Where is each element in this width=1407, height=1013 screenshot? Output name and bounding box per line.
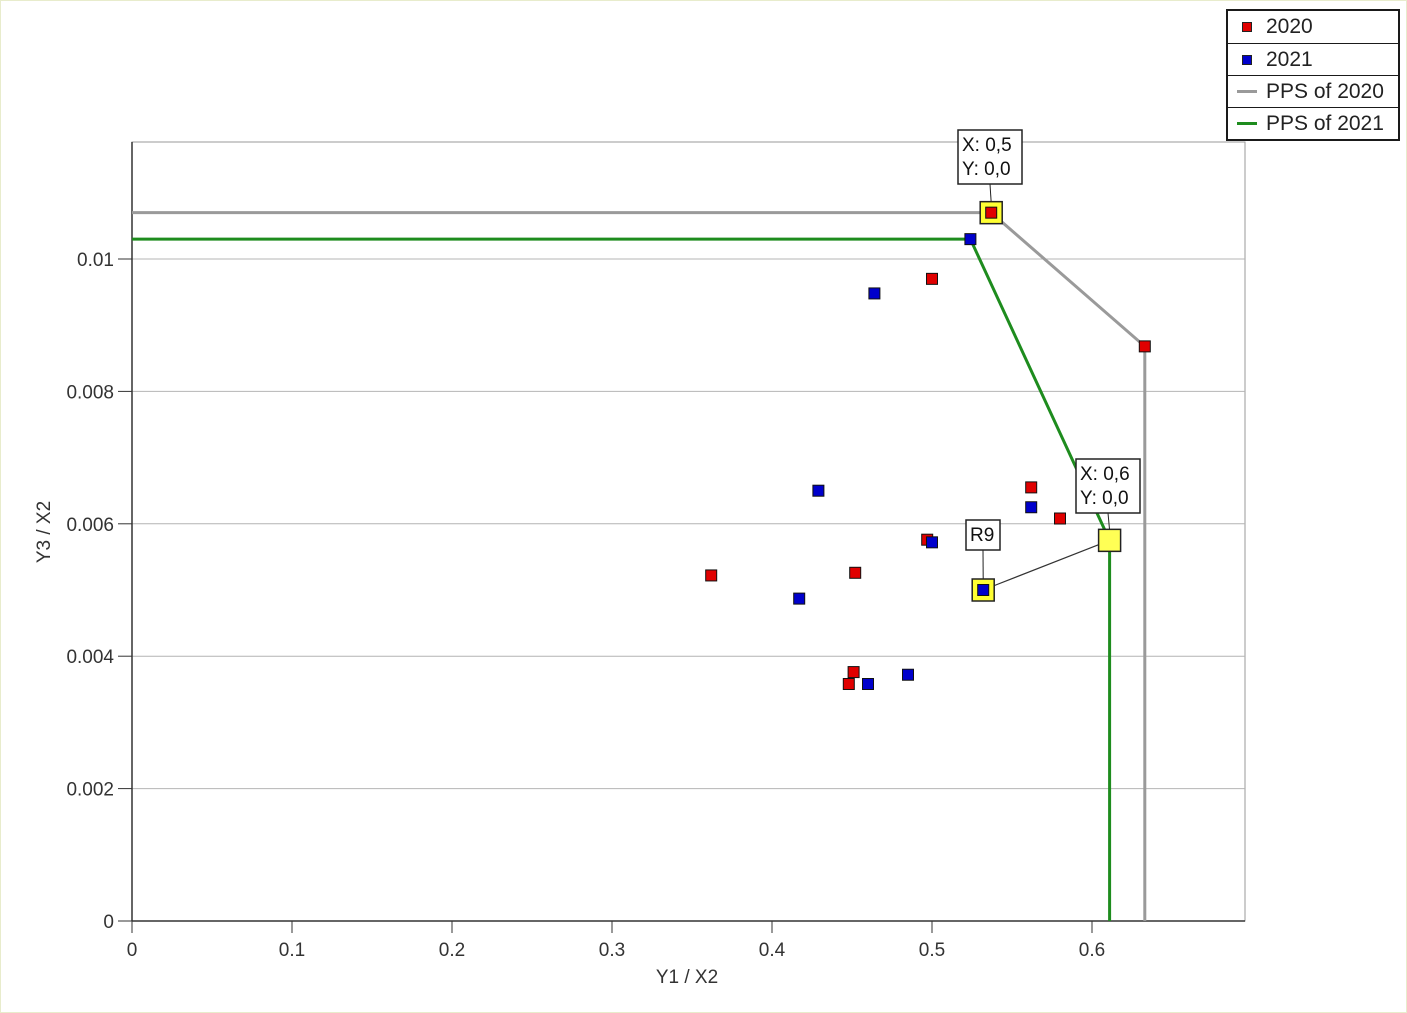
callout-x05-connector: [989, 183, 992, 203]
point-2020[interactable]: [1025, 481, 1038, 494]
y-tick-label: 0.006: [66, 515, 114, 536]
point-2021[interactable]: [964, 233, 977, 246]
callout-x05-box: [957, 129, 1023, 185]
y-tick-label: 0.002: [66, 780, 114, 801]
legend-item-2020[interactable]: 2020: [1228, 11, 1398, 43]
x-axis-title: Y1 / X2: [656, 967, 718, 988]
point-2021[interactable]: [812, 484, 825, 497]
point-2021[interactable]: [793, 592, 806, 605]
x-tick-label: 0.6: [1079, 940, 1105, 961]
y-tick-label: 0.004: [66, 647, 114, 668]
point-2021[interactable]: [868, 287, 881, 300]
y-tick-label: 0: [103, 912, 114, 933]
callout-r9-box: [965, 519, 1001, 551]
x-tick-label: 0.5: [919, 940, 945, 961]
callout-x06-text: X: 0,6: [1080, 464, 1130, 485]
point-2020[interactable]: [847, 666, 860, 679]
projection-point[interactable]: [1097, 528, 1122, 553]
legend-swatch-pps-2020: [1228, 90, 1266, 93]
callout-r9-text: R9: [970, 525, 994, 546]
legend-swatch-2021: [1228, 54, 1266, 65]
point-2021[interactable]: [926, 536, 938, 549]
point-2020[interactable]: [926, 272, 938, 285]
callout-x06-connector: [1107, 512, 1111, 531]
legend-swatch-pps-2021: [1228, 122, 1266, 125]
point-2021[interactable]: [902, 668, 914, 681]
y-axis-title: Y3 / X2: [34, 501, 55, 563]
callout-x05-text: Y: 0,0: [962, 159, 1011, 180]
x-tick-label: 0.1: [279, 940, 305, 961]
legend-swatch-2020: [1228, 22, 1266, 32]
y-tick-label: 0.01: [77, 250, 114, 271]
point-2021[interactable]: [1025, 501, 1038, 514]
legend-item-pps-2021[interactable]: PPS of 2021: [1228, 107, 1398, 139]
point-2020[interactable]: [1054, 512, 1066, 525]
pps-line-pps-of-2021[interactable]: [132, 237, 1112, 921]
x-tick-label: 0: [127, 940, 138, 961]
pps-line-pps-of-2020[interactable]: [132, 211, 1147, 921]
point-2021[interactable]: [862, 678, 874, 691]
point-2020[interactable]: [842, 678, 855, 691]
callout-x06-box: [1075, 458, 1141, 514]
point-2020[interactable]: [849, 566, 862, 579]
point-2020[interactable]: [1138, 340, 1151, 353]
point-2020[interactable]: [705, 569, 718, 582]
legend-label-2020: 2020: [1266, 15, 1313, 38]
legend-item-pps-2020[interactable]: PPS of 2020: [1228, 75, 1398, 107]
legend-label-2021: 2021: [1266, 47, 1313, 71]
point-2021[interactable]: [977, 584, 990, 596]
callout-x06-text: Y: 0,0: [1080, 488, 1129, 509]
callout-x05-text: X: 0,5: [962, 135, 1012, 156]
y-tick-label: 0.008: [66, 382, 114, 403]
legend-label-pps-2020: PPS of 2020: [1266, 79, 1384, 103]
point-2020[interactable]: [985, 206, 998, 219]
x-tick-label: 0.3: [599, 940, 625, 961]
legend: 2020 2021 PPS of 2020 PPS of 2021: [1226, 9, 1400, 141]
x-tick-label: 0.4: [759, 940, 786, 961]
legend-label-pps-2021: PPS of 2021: [1266, 111, 1384, 135]
projection-connector: [992, 543, 1100, 587]
legend-item-2021[interactable]: 2021: [1228, 43, 1398, 75]
x-tick-label: 0.2: [439, 940, 465, 961]
